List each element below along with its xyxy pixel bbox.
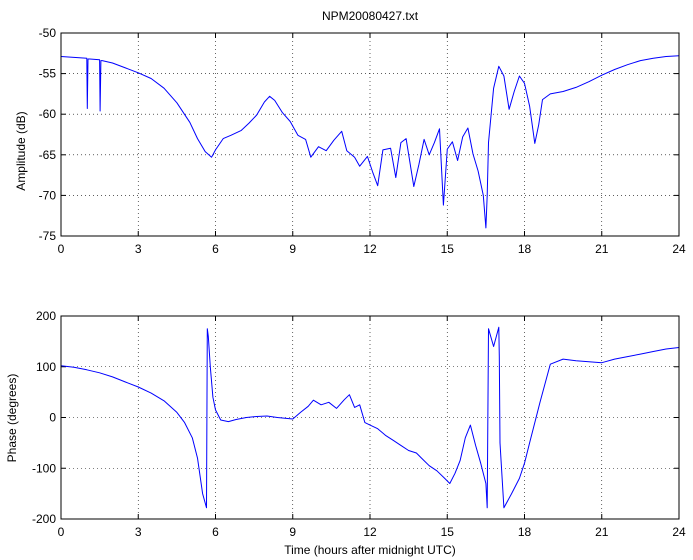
amplitude-x-tick-label: 18	[518, 242, 532, 256]
phase-panel: Phase (degrees) Time (hours after midnig…	[5, 309, 686, 557]
amplitude-y-tick-label: -70	[39, 188, 57, 202]
phase-y-tick-label: 0	[49, 411, 56, 425]
amplitude-series-line	[60, 55, 680, 229]
amplitude-x-tick-label: 9	[289, 242, 296, 256]
amplitude-y-tick-label: -75	[39, 229, 57, 243]
phase-y-tick-label: 100	[36, 360, 56, 374]
amplitude-y-tick-label: -55	[39, 67, 57, 81]
amplitude-x-tick-label: 12	[363, 242, 377, 256]
phase-y-axis-label: Phase (degrees)	[5, 374, 19, 463]
phase-x-tick-label: 18	[518, 525, 532, 539]
amplitude-x-tick-label: 6	[212, 242, 219, 256]
phase-axes-frame	[60, 315, 680, 520]
phase-gridlines	[61, 316, 679, 519]
phase-x-tick-label: 0	[58, 525, 65, 539]
phase-x-tick-label: 15	[441, 525, 455, 539]
phase-x-tick-label: 24	[672, 525, 686, 539]
amplitude-y-tick-label: -50	[39, 26, 57, 40]
amplitude-x-tick-label: 21	[595, 242, 609, 256]
phase-x-tick-label: 21	[595, 525, 609, 539]
phase-x-axis-label: Time (hours after midnight UTC)	[284, 543, 456, 557]
phase-x-tick-label: 6	[212, 525, 219, 539]
phase-x-tick-label: 3	[135, 525, 142, 539]
phase-y-tick-label: -100	[32, 461, 56, 475]
amplitude-ticks: 0 3 6 9 12 15 18 21 24 -50 -55 -60 -65 -70 -75	[39, 26, 686, 256]
phase-y-tick-label: -200	[32, 512, 56, 526]
amplitude-x-tick-label: 24	[672, 242, 686, 256]
amplitude-x-tick-label: 0	[58, 242, 65, 256]
amplitude-axes-frame	[60, 32, 680, 237]
amplitude-x-tick-label: 15	[441, 242, 455, 256]
phase-ticks: 0 3 6 9 12 15 18 21 24 200 100 0 -100 -200	[32, 309, 686, 539]
amplitude-y-tick-label: -65	[39, 148, 57, 162]
amplitude-x-tick-label: 3	[135, 242, 142, 256]
amplitude-panel: NPM20080427.txt Amplitude (dB) 0 3 6 9 12 15 1…	[14, 9, 686, 256]
amplitude-gridlines	[61, 33, 679, 236]
phase-x-tick-label: 12	[363, 525, 377, 539]
phase-y-tick-label: 200	[36, 309, 56, 323]
chart-title: NPM20080427.txt	[322, 9, 419, 23]
phase-x-tick-label: 9	[289, 525, 296, 539]
amplitude-y-axis-label: Amplitude (dB)	[14, 111, 28, 190]
phase-series-line	[60, 326, 680, 509]
amplitude-y-tick-label: -60	[39, 107, 57, 121]
